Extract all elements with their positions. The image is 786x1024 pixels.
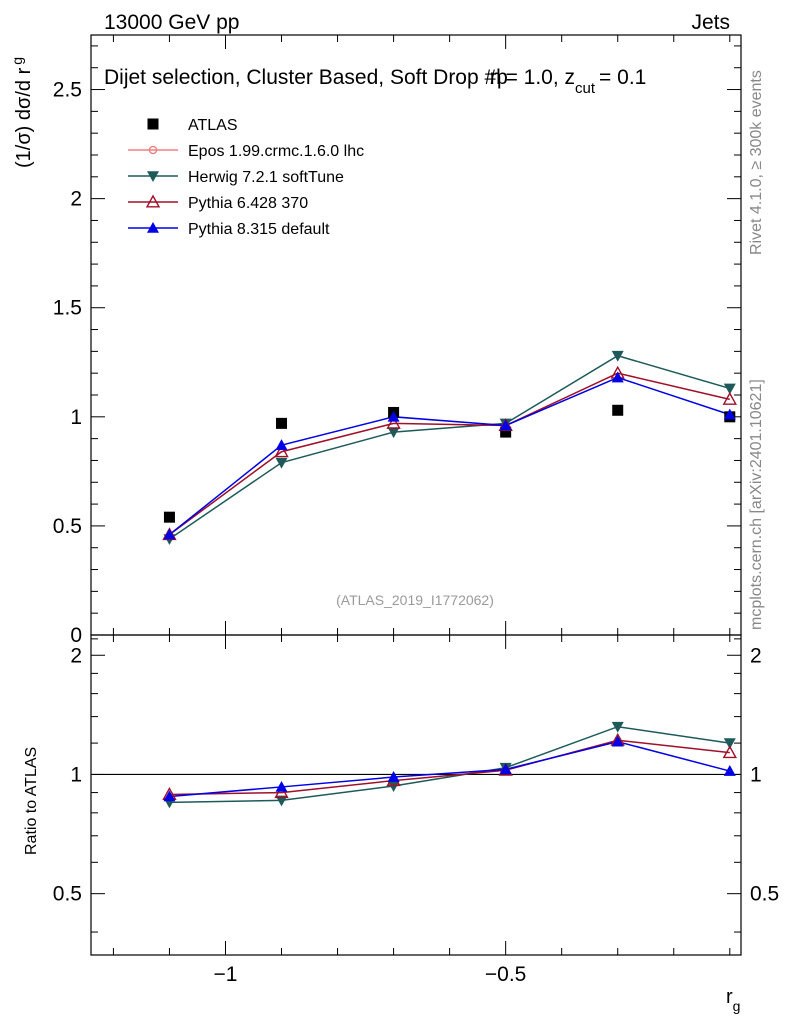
pythia-8-315-default-point bbox=[387, 410, 400, 422]
ratio-y-tick-label: 0.5 bbox=[53, 883, 82, 906]
atlas-legend-marker bbox=[147, 118, 159, 130]
pythia-8-315-default-ratio-line bbox=[169, 740, 730, 798]
x-tick-label: −0.5 bbox=[485, 963, 526, 986]
pythia-6-428-370-line bbox=[169, 372, 730, 536]
y-tick-label: 1.5 bbox=[53, 297, 82, 320]
pythia-8-315-default-point bbox=[275, 439, 288, 450]
herwig-7-2-1-softtune-ratio-point bbox=[387, 781, 400, 793]
herwig-7-2-1-softtune-point bbox=[723, 383, 736, 395]
x-axis-label: rg bbox=[726, 986, 740, 1014]
herwig-7-2-1-softtune-point bbox=[611, 350, 624, 362]
energy-label: 13000 GeV pp bbox=[104, 11, 239, 34]
pythia-8-315-default-point bbox=[499, 419, 512, 431]
main-data-marks bbox=[162, 350, 737, 545]
y-tick-label: 1 bbox=[70, 406, 82, 429]
ratio-y-tick-label-right: 0.5 bbox=[750, 883, 779, 906]
ratio-y-tick-label: 2 bbox=[70, 644, 82, 667]
herwig-7-2-1-softtune-line bbox=[169, 354, 731, 540]
ratio-data-marks bbox=[162, 721, 737, 809]
pythia-8-315-default-ratio-point bbox=[499, 763, 512, 775]
pythia-8-315-default-ratio-point bbox=[611, 735, 624, 747]
mcplots-label: mcplots.cern.ch [arXiv:2401.10621] bbox=[748, 379, 765, 630]
pythia-8-315-default-ratio-point bbox=[387, 771, 400, 782]
main-y-axis-label: (1/σ) dσ/d rg bbox=[9, 57, 35, 168]
pythia-8-315-default-point bbox=[723, 408, 736, 420]
analysis-reference: (ATLAS_2019_I1772062) bbox=[336, 592, 494, 608]
pythia-8-315-default-point bbox=[163, 528, 176, 540]
epos-1-99-crmc-1-6-0-lhc-legend-label: Epos 1.99.crmc.1.6.0 lhc bbox=[188, 143, 364, 160]
herwig-7-2-1-softtune-legend-marker bbox=[147, 171, 159, 182]
atlas-point bbox=[500, 426, 512, 438]
legend: ATLAS Epos 1.99.crmc.1.6.0 lhc Herwig 7.2.… bbox=[128, 117, 364, 238]
herwig-7-2-1-softtune-ratio-point bbox=[611, 721, 624, 733]
ratio-axes: 0.5 0.5 1 1 2 2 −1 −0.5 bbox=[53, 635, 779, 986]
plot-title: Dijet selection, Cluster Based, Soft Dro… bbox=[104, 66, 646, 97]
rivet-label: Rivet 4.1.0, ≥ 300k events bbox=[748, 70, 765, 255]
herwig-7-2-1-softtune-point bbox=[387, 427, 400, 439]
y-tick-label: 2.5 bbox=[53, 79, 82, 102]
pythia-8-315-default-point bbox=[611, 371, 624, 383]
pythia-6-428-370-legend-marker bbox=[145, 194, 161, 208]
ratio-y-tick-label: 1 bbox=[70, 763, 82, 786]
herwig-7-2-1-softtune-point bbox=[275, 457, 288, 469]
pythia-6-428-370-ratio-point bbox=[722, 745, 737, 759]
ratio-y-axis-label: Ratio to ATLAS bbox=[23, 747, 40, 855]
pythia-8-315-default-line bbox=[168, 376, 731, 536]
atlas-point bbox=[163, 511, 175, 523]
category-label: Jets bbox=[691, 11, 730, 34]
herwig-7-2-1-softtune-ratio-line bbox=[169, 725, 730, 804]
herwig-7-2-1-softtune-ratio-point bbox=[723, 738, 736, 750]
ratio-panel-frame bbox=[90, 634, 742, 956]
y-tick-label: 2 bbox=[70, 188, 82, 211]
y-tick-label: 0 bbox=[70, 624, 82, 647]
pythia-6-428-370-ratio-point bbox=[274, 785, 289, 799]
herwig-7-2-1-softtune-legend-label: Herwig 7.2.1 softTune bbox=[188, 169, 344, 186]
pythia-8-315-default-ratio-point bbox=[275, 780, 288, 792]
y-tick-label: 0.5 bbox=[53, 515, 82, 538]
pythia-6-428-370-point bbox=[722, 391, 737, 405]
herwig-7-2-1-softtune-ratio-point bbox=[275, 795, 288, 807]
atlas-point bbox=[612, 404, 624, 416]
pythia-8-315-default-ratio-point bbox=[723, 765, 736, 776]
pythia-6-428-370-legend-label: Pythia 6.428 370 bbox=[188, 195, 308, 212]
pythia-8-315-default-legend-label: Pythia 8.315 default bbox=[188, 221, 330, 238]
x-tick-label: −1 bbox=[214, 963, 238, 986]
epos-1-99-crmc-1-6-0-lhc-legend-marker bbox=[148, 145, 158, 155]
atlas-point bbox=[276, 417, 288, 429]
pythia-6-428-370-point bbox=[386, 415, 401, 429]
ratio-y-tick-label-right: 2 bbox=[750, 644, 762, 667]
pythia-6-428-370-ratio-line bbox=[169, 739, 730, 796]
ratio-y-tick-label-right: 1 bbox=[750, 763, 762, 786]
atlas-legend-label: ATLAS bbox=[188, 117, 238, 134]
pythia-6-428-370-point bbox=[274, 444, 289, 458]
pythia-8-315-default-legend-marker bbox=[147, 222, 159, 233]
pythia-8-315-default-ratio-point bbox=[163, 790, 176, 802]
